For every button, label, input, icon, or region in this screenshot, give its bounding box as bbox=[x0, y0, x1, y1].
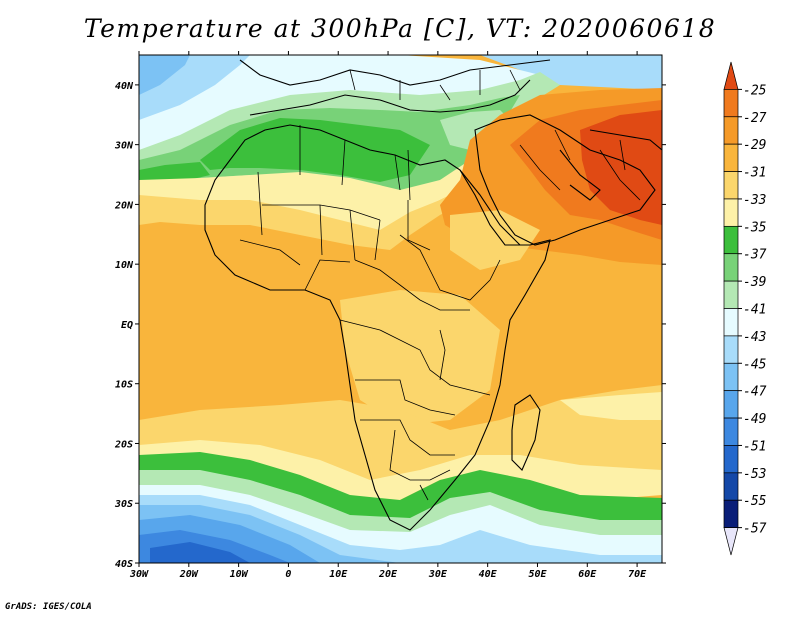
colorbar-swatch bbox=[723, 308, 739, 337]
lat-tick-label: 10S bbox=[115, 380, 133, 391]
colorbar-swatch bbox=[723, 445, 739, 474]
colorbar-label: -27 bbox=[743, 111, 767, 126]
lat-tick-label: 30S bbox=[114, 499, 133, 510]
colorbar-label: -45 bbox=[743, 357, 767, 372]
map-frame bbox=[138, 54, 663, 564]
lon-tick-label: 20E bbox=[378, 569, 398, 580]
africa-coastline bbox=[204, 124, 551, 531]
field-north-lightcyan bbox=[139, 55, 540, 150]
field-north-green-dark2 bbox=[139, 162, 210, 183]
field-north-cold bbox=[139, 55, 662, 90]
field-east-33 bbox=[450, 210, 540, 270]
colorbar-label: -25 bbox=[743, 83, 767, 98]
lon-tick-label: 30E bbox=[428, 569, 448, 580]
field-south-green bbox=[139, 452, 662, 525]
field-south-green-e bbox=[560, 392, 662, 420]
mediterranean-coast bbox=[249, 79, 531, 116]
lat-tick-label: 30N bbox=[114, 141, 134, 152]
axis-tick-labels: 30W 20W 10W 0 10E 20E 30E 40E 50E 60E 70E 40S 30S 20S… bbox=[114, 81, 647, 580]
lon-tick-label: 40E bbox=[479, 569, 498, 580]
europe-coast bbox=[239, 59, 551, 86]
colorbar-swatch bbox=[723, 89, 739, 118]
field-south-33 bbox=[139, 385, 662, 485]
red-sea bbox=[459, 169, 521, 246]
country-borders bbox=[239, 69, 641, 501]
colorbar-label: -51 bbox=[743, 439, 766, 454]
coastlines bbox=[204, 59, 662, 531]
temperature-field bbox=[139, 55, 662, 563]
colorbar-label: -55 bbox=[743, 494, 767, 509]
colorbar-label: -41 bbox=[743, 303, 766, 318]
colorbar-swatch bbox=[723, 280, 739, 309]
lat-tick-label: 10N bbox=[115, 260, 134, 271]
lat-tick-label: 20S bbox=[114, 439, 133, 450]
persian-gulf bbox=[559, 149, 601, 201]
colorbar-label: -39 bbox=[743, 275, 766, 290]
arabia-coast bbox=[474, 114, 656, 246]
colorbar-label: -37 bbox=[743, 248, 767, 263]
colorbar-label: -57 bbox=[743, 522, 767, 537]
colorbar-arrow-top bbox=[723, 61, 739, 90]
lat-tick-label: EQ bbox=[121, 320, 133, 331]
colorbar-swatch bbox=[723, 225, 739, 255]
colorbar-swatch bbox=[723, 390, 739, 419]
lon-tick-label: 50E bbox=[528, 569, 547, 580]
colorbar-swatch bbox=[723, 171, 739, 200]
iran-coast bbox=[589, 129, 662, 151]
colorbar-label: -31 bbox=[743, 166, 766, 181]
lat-tick-label: 40S bbox=[115, 559, 133, 570]
colorbar-label: -53 bbox=[743, 467, 766, 482]
lat-tick-label: 40N bbox=[115, 81, 134, 92]
lat-tick-label: 20N bbox=[114, 200, 134, 211]
colorbar-swatch bbox=[723, 362, 739, 392]
map-title: Temperature at 300hPa [C], VT: 202006061… bbox=[83, 14, 717, 43]
colorbar-swatch bbox=[723, 143, 739, 172]
colorbar-swatch bbox=[723, 335, 739, 364]
lon-tick-label: 10W bbox=[230, 569, 249, 580]
colorbar-label: -29 bbox=[743, 138, 766, 153]
colorbar-swatch bbox=[723, 198, 739, 227]
field-band-35 bbox=[139, 160, 480, 235]
lon-tick-label: 10E bbox=[329, 569, 348, 580]
colorbar-label: -33 bbox=[743, 193, 766, 208]
colorbar-label: -47 bbox=[743, 385, 767, 400]
colorbar-label: -35 bbox=[743, 220, 767, 235]
lon-tick-label: 20W bbox=[179, 569, 199, 580]
axis-ticks bbox=[135, 51, 666, 567]
lon-tick-label: 70E bbox=[628, 569, 647, 580]
colorbar-swatch bbox=[723, 499, 739, 528]
colorbar: -25 -27 -29 -31 -33 -35 -37 -39 -41 -43 -45 -47 -49 -… bbox=[723, 61, 767, 556]
colorbar-swatch bbox=[723, 472, 739, 501]
credit-text: GrADS: IGES/COLA bbox=[5, 602, 92, 612]
colorbar-swatch bbox=[723, 116, 739, 145]
lon-tick-label: 60E bbox=[578, 569, 597, 580]
field-south-blue5 bbox=[150, 542, 250, 563]
lon-tick-label: 30W bbox=[129, 569, 149, 580]
colorbar-arrow-bottom bbox=[723, 527, 739, 556]
madagascar bbox=[511, 394, 541, 471]
colorbar-swatch bbox=[723, 417, 739, 446]
colorbar-swatch bbox=[723, 253, 739, 282]
colorbar-label: -43 bbox=[743, 330, 766, 345]
colorbar-label: -49 bbox=[743, 412, 766, 427]
field-nw-blue2 bbox=[139, 55, 190, 95]
lon-tick-label: 0 bbox=[285, 569, 291, 580]
field-band-33 bbox=[139, 190, 470, 250]
field-central-31 bbox=[340, 290, 500, 425]
